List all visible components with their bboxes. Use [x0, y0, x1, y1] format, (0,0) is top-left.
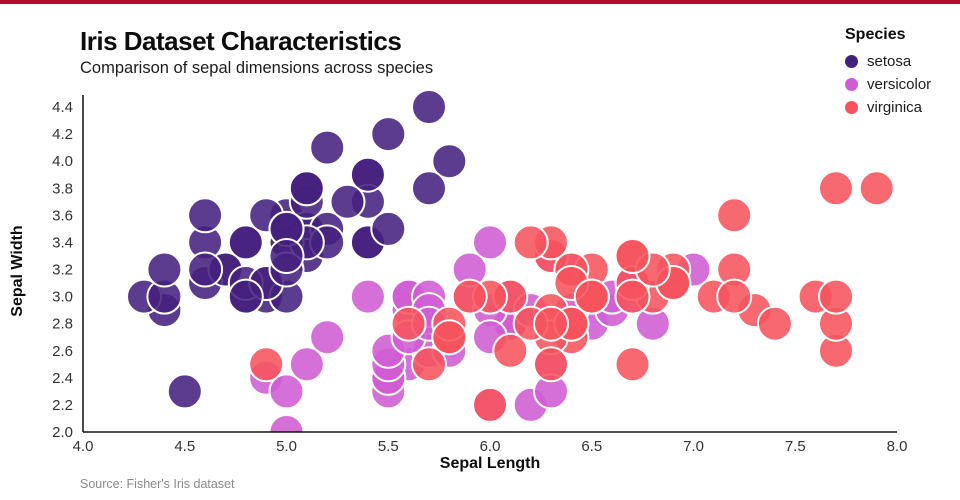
data-point-virginica: [492, 332, 529, 369]
data-point-setosa: [187, 251, 224, 288]
data-point-virginica: [614, 238, 651, 274]
data-point-versicolor: [268, 414, 305, 432]
y-tick-label: 2.8: [52, 316, 73, 333]
legend-item-virginica: virginica: [845, 99, 957, 116]
data-point-setosa: [288, 170, 325, 207]
data-point-virginica: [614, 346, 651, 383]
data-point-versicolor: [268, 373, 305, 410]
data-point-setosa: [309, 129, 346, 166]
legend-swatch-versicolor: [845, 78, 858, 91]
y-tick-label: 3.0: [52, 289, 73, 306]
data-point-virginica: [756, 305, 793, 342]
legend-label: virginica: [867, 99, 923, 116]
data-point-setosa: [411, 170, 447, 207]
x-tick-label: 6.0: [480, 438, 501, 455]
y-tick-label: 4.0: [52, 153, 73, 170]
legend-label: versicolor: [867, 76, 932, 93]
x-tick-label: 4.0: [73, 438, 94, 455]
data-point-virginica: [512, 224, 549, 261]
x-tick-label: 6.5: [581, 438, 602, 455]
data-point-virginica: [248, 346, 285, 383]
data-point-virginica: [716, 278, 753, 315]
y-tick-label: 4.2: [52, 126, 73, 143]
legend-item-setosa: setosa: [845, 53, 957, 70]
data-point-versicolor: [349, 278, 386, 315]
y-axis-label: Sepal Width: [9, 225, 26, 317]
data-point-setosa: [166, 373, 203, 410]
data-point-virginica: [818, 170, 854, 207]
data-point-versicolor: [309, 319, 346, 356]
data-point-setosa: [187, 197, 224, 234]
legend-title: Species: [845, 26, 906, 43]
data-point-virginica: [411, 346, 447, 383]
x-tick-label: 8.0: [887, 438, 908, 455]
data-point-virginica: [431, 319, 468, 356]
data-point-versicolor: [288, 346, 325, 383]
data-point-setosa: [329, 183, 366, 220]
legend-swatch-virginica: [845, 101, 858, 114]
y-tick-label: 3.8: [52, 180, 73, 197]
y-tick-label: 2.4: [52, 370, 73, 387]
data-point-virginica: [390, 305, 427, 342]
data-point-virginica: [858, 170, 895, 207]
data-point-setosa: [349, 156, 386, 193]
legend: Species setosa versicolor virginica: [845, 26, 957, 122]
y-tick-label: 4.4: [52, 99, 73, 116]
x-tick-label: 5.0: [276, 438, 297, 455]
data-point-virginica: [818, 278, 854, 315]
source-note: Source: Fisher's Iris dataset: [80, 477, 235, 491]
x-axis-label: Sepal Length: [439, 455, 541, 472]
y-tick-label: 3.6: [52, 207, 73, 224]
top-accent-bar: [0, 0, 960, 4]
data-point-setosa: [227, 224, 264, 261]
legend-items: setosa versicolor virginica: [845, 53, 957, 116]
scatter-points: [126, 89, 895, 432]
y-tick-label: 3.2: [52, 262, 73, 279]
data-point-virginica: [533, 346, 569, 383]
y-tick-label: 2.2: [52, 397, 73, 414]
chart-subtitle: Comparison of sepal dimensions across sp…: [80, 59, 434, 77]
data-point-virginica: [472, 386, 508, 423]
data-point-virginica: [451, 278, 488, 315]
data-point-virginica: [716, 197, 753, 234]
legend-item-versicolor: versicolor: [845, 76, 957, 93]
data-point-virginica: [533, 305, 569, 342]
data-point-setosa: [411, 89, 447, 125]
legend-swatch-setosa: [845, 55, 858, 68]
x-tick-label: 7.0: [683, 438, 704, 455]
data-point-versicolor: [472, 224, 508, 261]
data-point-setosa: [146, 251, 183, 288]
data-point-setosa: [370, 210, 407, 247]
chart-title: Iris Dataset Characteristics: [80, 26, 402, 56]
data-point-setosa: [268, 238, 305, 274]
data-point-virginica: [614, 278, 651, 315]
data-point-virginica: [573, 278, 610, 315]
y-tick-label: 2.6: [52, 343, 73, 360]
data-point-setosa: [227, 278, 264, 315]
y-tick-label: 3.4: [52, 234, 73, 251]
legend-label: setosa: [867, 53, 912, 70]
data-point-setosa: [431, 143, 468, 180]
x-tick-label: 4.5: [174, 438, 195, 455]
x-tick-label: 7.5: [785, 438, 806, 455]
data-point-setosa: [370, 116, 407, 153]
y-tick-label: 2.0: [52, 424, 73, 441]
x-tick-label: 5.5: [378, 438, 399, 455]
